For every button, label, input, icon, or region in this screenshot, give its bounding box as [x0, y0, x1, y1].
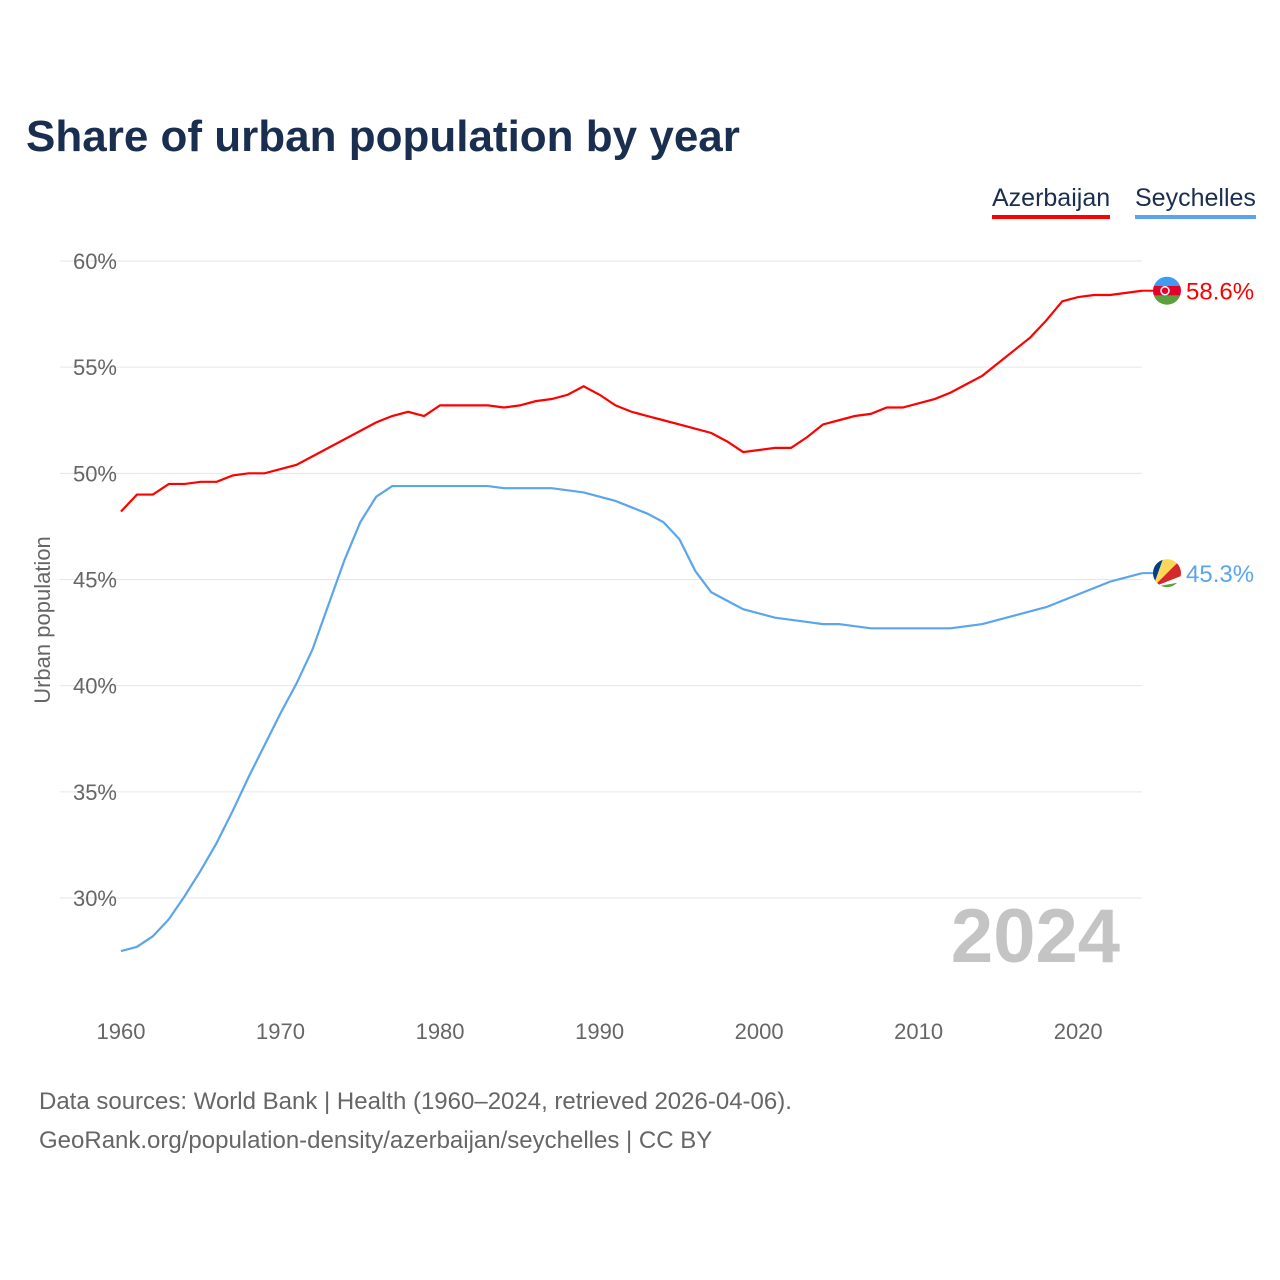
series-line-seychelles	[120, 484, 1143, 953]
year-watermark: 2024	[951, 894, 1120, 979]
x-tick-label: 1980	[416, 1019, 465, 1044]
y-axis-label: Urban population	[30, 536, 55, 704]
y-tick-label: 50%	[73, 461, 117, 486]
legend-seychelles[interactable]: Seychelles	[1135, 184, 1256, 219]
x-tick-label: 2020	[1054, 1019, 1103, 1044]
azerbaijan-flag-icon	[1152, 275, 1182, 306]
source-text: Data sources: World Bank | Health (1960–…	[39, 1088, 792, 1115]
y-tick-label: 40%	[73, 674, 117, 699]
chart-title: Share of urban population by year	[26, 112, 740, 161]
y-tick-label: 60%	[73, 249, 117, 274]
seychelles-flag-icon	[1153, 559, 1181, 588]
x-tick-label: 1970	[256, 1019, 305, 1044]
y-tick-label: 35%	[73, 780, 117, 805]
y-tick-label: 55%	[73, 355, 117, 380]
end-value-label: 58.6%	[1186, 279, 1254, 306]
x-tick-label: 2000	[735, 1019, 784, 1044]
series-line-azerbaijan	[120, 289, 1143, 513]
y-tick-label: 30%	[73, 886, 117, 911]
x-tick-label: 2010	[894, 1019, 943, 1044]
x-tick-label: 1990	[575, 1019, 624, 1044]
end-value-label: 45.3%	[1186, 561, 1254, 588]
source-link[interactable]: GeoRank.org/population-density/azerbaija…	[39, 1127, 713, 1154]
legend-azerbaijan[interactable]: Azerbaijan	[992, 184, 1111, 219]
y-tick-label: 45%	[73, 568, 117, 593]
x-tick-label: 1960	[97, 1019, 146, 1044]
